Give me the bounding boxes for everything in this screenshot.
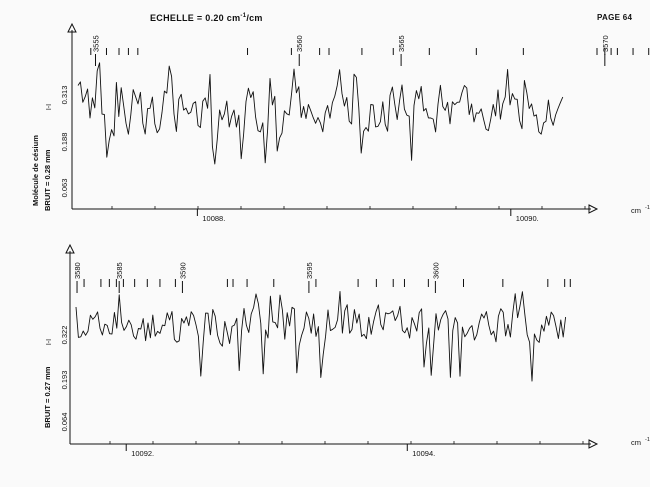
line-number-label: 3565 xyxy=(397,35,406,52)
x-tick-label: 10090. xyxy=(516,214,539,223)
line-number-label: 3590 xyxy=(178,262,187,279)
x-unit-label: cm xyxy=(631,206,641,215)
x-unit-exponent: -1 xyxy=(645,205,650,211)
x-unit-label: cm xyxy=(631,438,641,447)
y-level-label: 0.313 xyxy=(60,86,69,105)
y-axis-arrow xyxy=(67,22,77,33)
scale-unit-suffix: /cm xyxy=(246,13,263,23)
y-level-label: 0.322 xyxy=(60,326,69,345)
spectrum-trace xyxy=(77,62,564,165)
x-tick-label: 10088. xyxy=(202,214,225,223)
x-tick-label: 10094. xyxy=(412,449,435,458)
y-level-label: 0.064 xyxy=(60,413,69,432)
line-number-label: 3570 xyxy=(601,35,610,52)
x-tick-label: 10092. xyxy=(131,449,154,458)
page-number: PAGE 64 xyxy=(597,13,633,22)
level-marker: I-I xyxy=(46,339,53,345)
line-number-label: 3585 xyxy=(115,262,124,279)
scale-unit-exponent: -1 xyxy=(240,13,247,19)
x-unit-exponent: -1 xyxy=(645,437,650,443)
line-number-label: 3600 xyxy=(431,262,440,279)
line-number-label: 3580 xyxy=(73,262,82,279)
line-number-label: 3575 xyxy=(648,35,650,52)
scale-value: ECHELLE = 0.20 cm xyxy=(150,13,241,23)
noise-label: BRUIT = 0.28 mm xyxy=(43,149,52,211)
x-axis-arrow xyxy=(588,204,599,214)
noise-label: BRUIT = 0.27 mm xyxy=(43,366,52,428)
line-number-label: 3560 xyxy=(295,35,304,52)
y-level-label: 0.063 xyxy=(60,179,69,198)
line-number-label: 3555 xyxy=(92,35,101,52)
y-level-label: 0.188 xyxy=(60,133,69,152)
side-title: Molécule de césium xyxy=(31,135,40,206)
y-level-label: 0.193 xyxy=(60,371,69,390)
spectrum-trace xyxy=(75,291,567,382)
scale-label: ECHELLE = 0.20 cm-1/cm xyxy=(150,13,263,23)
level-marker: I-I xyxy=(46,104,53,110)
y-axis-arrow xyxy=(65,243,75,254)
line-number-label: 3595 xyxy=(305,262,314,279)
x-axis-arrow xyxy=(588,439,599,449)
